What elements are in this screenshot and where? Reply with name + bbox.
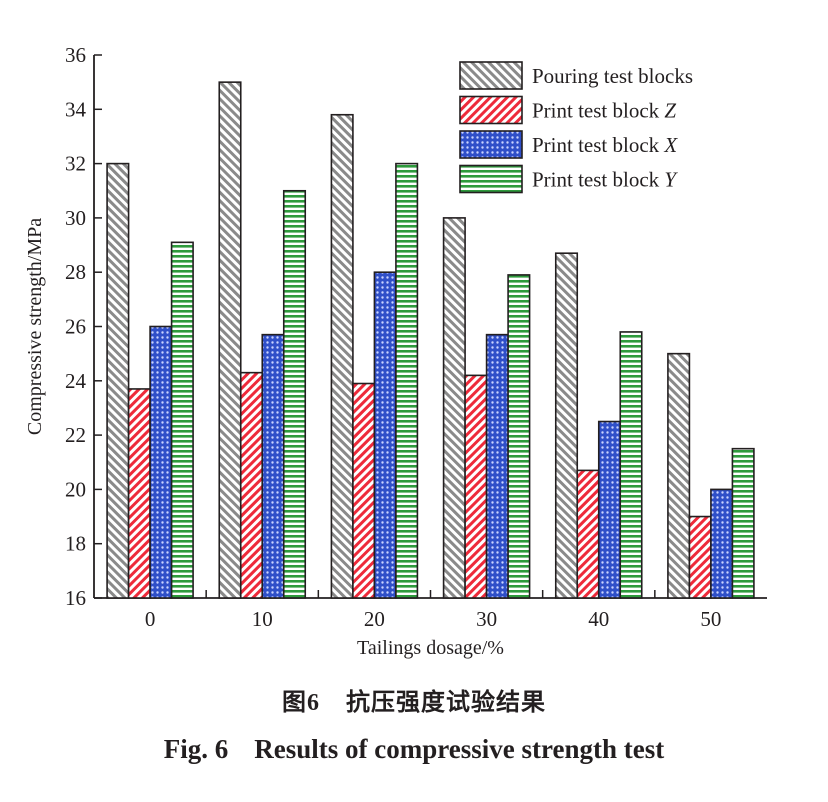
legend-label-3: Print test block X [532,133,678,157]
bar-1-0 [106,162,130,599]
bar-1-40 [554,252,579,599]
legend-swatch-2 [459,95,523,125]
legend-swatch-3 [459,130,523,159]
legend-swatch-1 [459,61,523,90]
bar-2-30 [464,374,488,599]
bar-3-20 [373,271,397,599]
bar-3-10 [261,333,285,599]
bar-4-30 [507,274,531,599]
caption-cn-label: 图 [282,688,307,716]
legend-label-1: Pouring test blocks [532,64,693,88]
y-tick-label: 26 [65,315,86,339]
y-tick-label: 24 [65,369,87,393]
bar-1-50 [667,352,691,599]
y-axis-title: Compressive strength/MPa [24,218,46,435]
y-tick-label: 28 [65,260,86,284]
x-axis-title: Tailings dosage/% [357,637,504,659]
bar-3-40 [597,420,622,599]
bar-1-30 [442,217,466,599]
bar-3-50 [710,488,734,599]
chart-canvas: 16 18 20 22 24 26 28 30 32 34 36 0 10 20 30 40 50 Tailing… [24,43,767,659]
bar-2-20 [352,382,376,599]
x-tick-label: 20 [364,607,385,631]
bar-4-0 [170,241,194,599]
bar-4-10 [282,189,307,599]
x-tick-label: 50 [700,607,721,631]
bar-1-20 [330,113,354,599]
x-tick-label: 10 [252,607,273,631]
bar-3-0 [149,325,173,599]
caption-en-text: Results of compressive strength test [254,734,665,764]
bar-2-0 [127,388,151,599]
caption-en-label: Fig. 6 [163,734,229,764]
caption-english: Fig. 6 Results of compressive strength te… [0,734,828,765]
legend-label-4: Print test block Y [532,168,678,192]
bar-2-50 [688,515,712,599]
x-tick-label: 40 [588,607,609,631]
bar-2-40 [576,469,600,599]
bar-3-30 [485,333,509,599]
caption-cn-number: 6 [307,690,320,716]
y-tick-label: 36 [65,43,86,67]
y-tick-label: 22 [65,423,86,447]
legend-swatch-4 [459,164,523,194]
y-tick-label: 30 [65,206,86,230]
bar-2-10 [239,371,264,599]
x-tick-label: 0 [145,607,156,631]
y-tick-label: 32 [65,152,86,176]
bar-4-50 [731,447,755,599]
y-tick-label: 18 [65,532,86,556]
legend-label-2: Print test block Z [532,99,676,123]
caption-chinese: 图6 抗压强度试验结果 [0,682,828,717]
caption-cn-text: 抗压强度试验结果 [346,688,546,716]
y-tick-label: 20 [65,477,86,501]
x-tick-label: 30 [476,607,497,631]
y-tick-label: 16 [65,586,86,610]
bar-4-40 [619,331,643,599]
bar-4-20 [395,162,419,599]
y-tick-label: 34 [65,97,87,121]
bar-1-10 [218,81,242,599]
